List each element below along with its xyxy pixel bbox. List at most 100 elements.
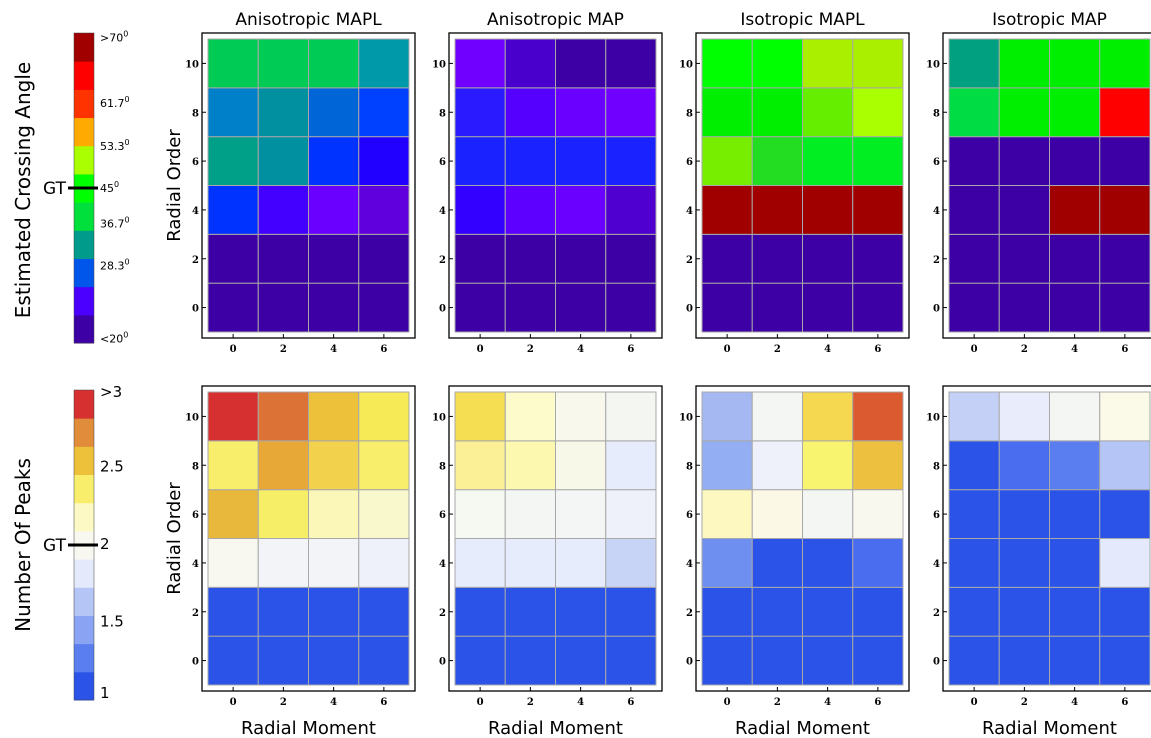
heatmap-cell xyxy=(948,586,1000,637)
y-tick-label: 2 xyxy=(686,255,693,266)
heatmap-cell xyxy=(948,233,1000,284)
heatmap-cell xyxy=(998,282,1050,333)
heatmap-cell xyxy=(454,440,506,491)
heatmap-cell xyxy=(701,440,753,491)
colorbar-tick-label: 1.5 xyxy=(100,613,124,631)
heatmap-cell xyxy=(1049,489,1101,539)
heatmap-cell xyxy=(555,185,607,235)
heatmap-cell xyxy=(701,136,753,187)
x-tick-label: 2 xyxy=(280,697,287,708)
heatmap-cell xyxy=(998,185,1050,235)
heatmap-cell xyxy=(555,538,607,588)
heatmap-cell xyxy=(948,136,1000,187)
y-tick-label: 8 xyxy=(439,461,446,472)
heatmap-cell xyxy=(701,233,753,284)
heatmap-cell xyxy=(998,233,1050,284)
y-tick-label: 4 xyxy=(933,559,940,570)
heatmap-cell xyxy=(358,185,410,235)
y-tick-label: 6 xyxy=(192,510,199,521)
heatmap-cell xyxy=(1049,233,1101,284)
heatmap-cell xyxy=(555,38,607,89)
axes-frame xyxy=(448,32,663,339)
heatmap-cell xyxy=(948,391,1000,442)
y-tick-label: 8 xyxy=(686,461,693,472)
colorbar-tick-label: <200 xyxy=(100,330,128,345)
colorbar-segment xyxy=(74,117,94,147)
heatmap-cell xyxy=(948,440,1000,491)
colorbar-crossing-angle: <200 28.30 36.70 450 53.30 61.70 >700 GT xyxy=(43,30,130,346)
x-axis-label: Radial Moment xyxy=(735,718,870,738)
heatmap-cell xyxy=(948,282,1000,333)
colorbar-segment xyxy=(74,502,94,532)
y-tick-label: 10 xyxy=(679,412,693,423)
x-tick-label: 6 xyxy=(874,697,881,708)
heatmap-cell xyxy=(998,440,1050,491)
heatmap-cell xyxy=(998,391,1050,442)
x-tick-label: 4 xyxy=(330,697,337,708)
heatmap-cell xyxy=(802,233,854,284)
heatmap-cell xyxy=(751,87,803,138)
colorbar-segment xyxy=(74,390,94,419)
heatmap-cell xyxy=(257,87,309,138)
colorbar-number-of-peaks: 1 1.5 2 2.5 >3 GT xyxy=(43,383,124,702)
heatmap-cell xyxy=(504,185,556,235)
x-tick-label: 6 xyxy=(1121,344,1128,355)
heatmap-cell xyxy=(998,38,1050,89)
x-tick-label: 0 xyxy=(477,344,484,355)
colorbar-segment xyxy=(74,559,94,588)
y-tick-label: 4 xyxy=(686,206,693,217)
heatmap-cell xyxy=(605,233,657,284)
heatmap-cell xyxy=(605,185,657,235)
x-tick-label: 2 xyxy=(1021,344,1028,355)
heatmap-cell xyxy=(852,282,904,333)
heatmap-cell xyxy=(504,440,556,491)
colorbar-segment xyxy=(74,615,94,645)
heatmap-panel: 0 2 4 6 8 10 0 2 4 6 Radial Moment Radial Order xyxy=(164,385,416,738)
heatmap-cell xyxy=(454,185,506,235)
x-tick-label: 6 xyxy=(1121,697,1128,708)
heatmap-cell xyxy=(852,233,904,284)
y-tick-label: 8 xyxy=(933,461,940,472)
panel-title: Isotropic MAP xyxy=(992,10,1107,30)
heatmap-cell xyxy=(504,38,556,89)
heatmap-cell xyxy=(605,136,657,187)
y-tick-label: 6 xyxy=(439,510,446,521)
heatmap-panel: 0 2 4 6 8 10 0 2 4 6 Radial Moment xyxy=(432,385,663,738)
heatmap-cell xyxy=(998,136,1050,187)
heatmap-panel: 0 2 4 6 8 10 0 2 4 6 Radial Moment xyxy=(926,385,1151,738)
heatmap-panel: 0 2 4 6 8 10 0 2 4 6 Radial Moment xyxy=(679,385,910,738)
x-tick-label: 0 xyxy=(971,697,978,708)
heatmap-cell xyxy=(751,38,803,89)
heatmap-cell xyxy=(852,185,904,235)
x-tick-label: 6 xyxy=(874,344,881,355)
heatmap-cell xyxy=(504,136,556,187)
heatmap-cell xyxy=(207,87,259,138)
row-label-crossing-angle: Estimated Crossing Angle xyxy=(11,62,35,318)
y-tick-label: 8 xyxy=(933,108,940,119)
y-tick-label: 4 xyxy=(686,559,693,570)
heatmap-cell xyxy=(605,586,657,637)
heatmap-cell xyxy=(802,282,854,333)
y-tick-label: 4 xyxy=(439,559,446,570)
heatmap-cell xyxy=(308,586,360,637)
heatmap-cell xyxy=(1049,38,1101,89)
panel-title: Isotropic MAPL xyxy=(740,10,865,30)
heatmap-cell xyxy=(207,586,259,637)
x-tick-label: 4 xyxy=(824,344,831,355)
heatmap-cell xyxy=(257,282,309,333)
y-tick-label: 10 xyxy=(432,59,446,70)
x-tick-label: 0 xyxy=(477,697,484,708)
colorbar-tick-label: 28.30 xyxy=(100,258,130,273)
heatmap-cell xyxy=(948,87,1000,138)
heatmap-cell xyxy=(802,538,854,588)
heatmap-cell xyxy=(308,635,360,686)
heatmap-cell xyxy=(751,282,803,333)
x-tick-label: 0 xyxy=(230,344,237,355)
axes-frame xyxy=(201,32,416,339)
heatmap-cell xyxy=(1099,440,1151,491)
heatmap-cell xyxy=(751,185,803,235)
heatmap-cell xyxy=(605,38,657,89)
x-tick-label: 2 xyxy=(774,344,781,355)
row-label-number-of-peaks: Number Of Peaks xyxy=(11,458,35,632)
